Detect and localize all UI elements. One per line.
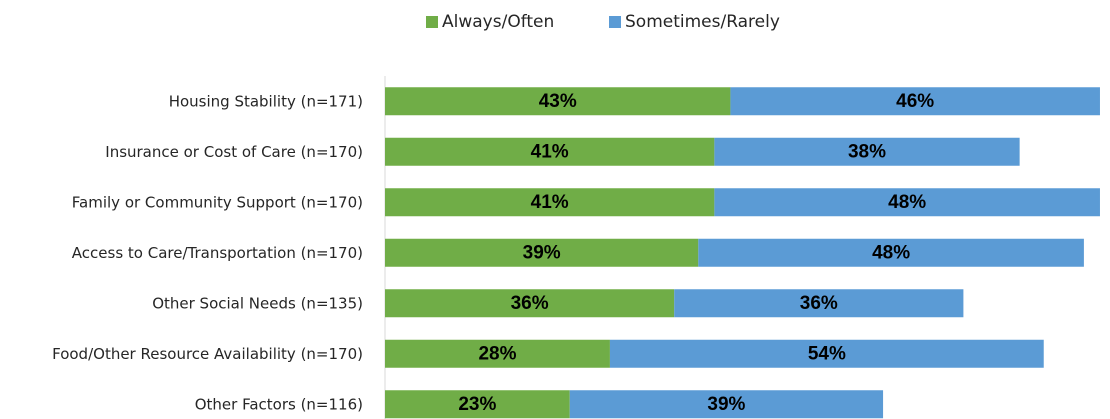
data-label: 36% <box>511 293 549 314</box>
bars-group: 43% 46% 41% 38% 41% 48% 39% 48% 36% 36% 28% 54% 23% 3… <box>385 87 1100 419</box>
legend-label: Sometimes/Rarely <box>625 12 780 32</box>
legend: Always/Often Sometimes/Rarely <box>426 12 780 32</box>
bar-segment <box>714 188 1100 217</box>
category-label: Other Social Needs (n=135) <box>152 294 363 312</box>
bar-segment <box>385 238 699 267</box>
data-label: 23% <box>458 394 496 415</box>
bar-segment <box>385 289 675 318</box>
bar-segment <box>385 137 715 166</box>
data-label: 39% <box>523 242 561 263</box>
data-label: 36% <box>800 293 838 314</box>
bar-segment <box>385 339 610 368</box>
category-label: Food/Other Resource Availability (n=170) <box>52 345 363 363</box>
data-label: 46% <box>896 91 934 112</box>
bar-segment <box>385 87 731 116</box>
data-label: 41% <box>531 192 569 213</box>
category-label: Family or Community Support (n=170) <box>72 193 363 211</box>
category-labels: Housing Stability (n=171) Insurance or Co… <box>52 92 363 413</box>
bar-segment <box>730 87 1100 116</box>
legend-label: Always/Often <box>442 12 554 32</box>
bar-segment <box>609 339 1044 368</box>
data-label: 54% <box>808 343 846 364</box>
legend-swatch <box>426 16 438 28</box>
data-label: 41% <box>531 141 569 162</box>
bar-segment <box>385 188 715 217</box>
data-label: 48% <box>888 192 926 213</box>
bar-segment <box>714 137 1020 166</box>
data-label: 38% <box>848 141 886 162</box>
data-label: 39% <box>707 394 745 415</box>
bar-segment <box>698 238 1084 267</box>
data-label: 28% <box>478 343 516 364</box>
category-label: Other Factors (n=116) <box>195 395 363 413</box>
bar-segment <box>385 390 570 419</box>
data-label: 43% <box>539 91 577 112</box>
category-label: Access to Care/Transportation (n=170) <box>72 244 363 262</box>
category-label: Housing Stability (n=171) <box>169 92 363 110</box>
data-label: 48% <box>872 242 910 263</box>
category-label: Insurance or Cost of Care (n=170) <box>105 143 363 161</box>
legend-swatch <box>609 16 621 28</box>
bar-segment <box>569 390 884 419</box>
bar-segment <box>674 289 964 318</box>
